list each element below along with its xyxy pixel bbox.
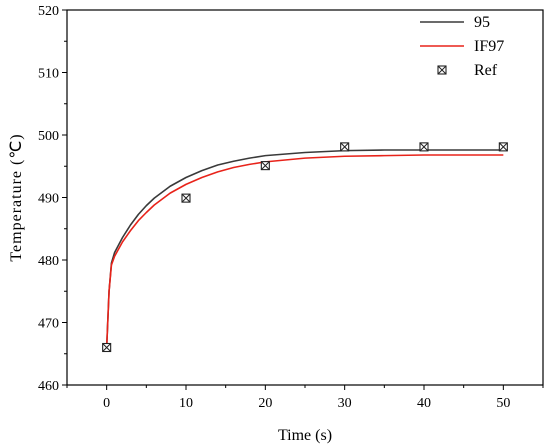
data-point-ref [498, 142, 508, 152]
legend-item-95: 95 [420, 14, 490, 31]
data-point-ref [419, 142, 429, 152]
legend-label-95: 95 [474, 14, 490, 31]
y-tick-label: 510 [38, 67, 59, 82]
data-point-ref [340, 142, 350, 152]
y-axis-title: Temperature (℃) [8, 133, 25, 261]
x-tick-label: 50 [496, 396, 510, 411]
y-tick-label: 480 [38, 254, 59, 269]
y-tick-label: 490 [38, 192, 59, 207]
y-tick-label: 520 [38, 4, 59, 19]
y-tick-label: 500 [38, 129, 59, 144]
x-axis-title: Time (s) [278, 427, 332, 444]
x-tick-label: 10 [179, 396, 193, 411]
plot-area-frame [66, 9, 544, 386]
x-tick-label: 40 [417, 396, 431, 411]
legend-swatch-ref [437, 65, 447, 75]
legend-label-if97: IF97 [474, 38, 504, 55]
data-point-ref [102, 342, 112, 353]
legend-item-if97: IF97 [420, 38, 504, 55]
series-line-95 [105, 149, 504, 348]
data-point-ref [260, 161, 270, 171]
legend-label-ref: Ref [474, 62, 498, 79]
y-tick-label: 460 [38, 379, 59, 394]
x-tick-label: 30 [338, 396, 352, 411]
series-line-if97 [105, 154, 504, 348]
x-tick-label: 20 [258, 396, 272, 411]
legend-item-ref: Ref [437, 62, 498, 79]
y-tick-label: 470 [38, 317, 59, 332]
x-tick-label: 0 [103, 396, 110, 411]
data-point-ref [181, 193, 191, 203]
